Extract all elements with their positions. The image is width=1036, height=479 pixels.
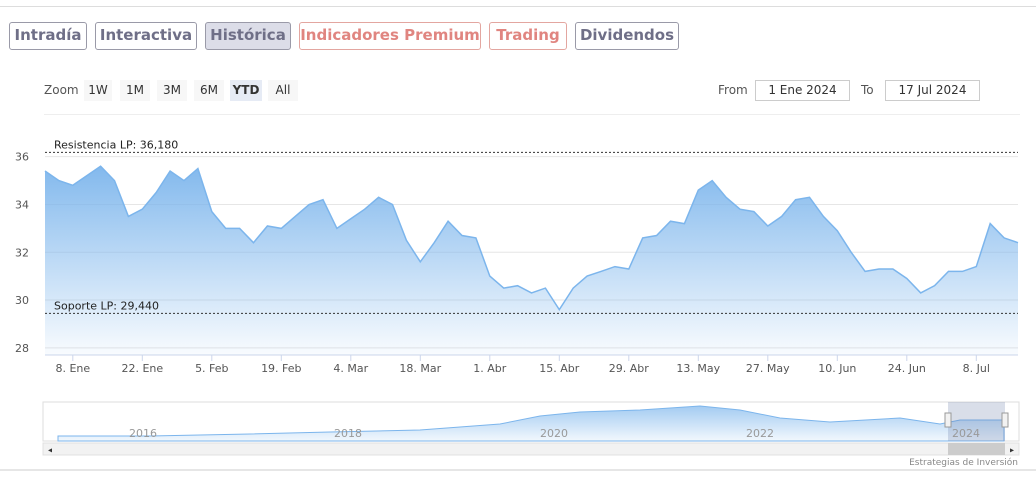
tab[interactable]: Indicadores Premium [299,22,481,50]
zoom-button[interactable]: YTD [230,80,262,101]
navigator-selection[interactable] [948,402,1005,441]
to-label: To [861,83,874,97]
from-input[interactable]: 1 Ene 2024 [755,80,850,101]
navigator-series [57,405,1005,442]
navigator-year: 2020 [540,427,568,440]
scrollbar[interactable] [42,442,1020,456]
x-tick-label: 24. Jun [888,362,926,375]
x-tick-label: 13. May [676,362,720,375]
zoom-button[interactable]: 3M [157,80,187,101]
tab[interactable]: Intradía [9,22,87,50]
scroll-arrow[interactable]: ▸ [1010,446,1014,455]
tab[interactable]: Histórica [205,22,291,50]
x-tick-label: 27. May [746,362,790,375]
header-rule [44,114,1020,115]
x-tick-label: 8. Jul [963,362,990,375]
y-tick-label: 30 [15,294,29,307]
x-tick-label: 19. Feb [261,362,301,375]
area [45,166,1018,355]
zoom-button[interactable]: 1M [120,80,150,101]
x-tick-label: 5. Feb [195,362,228,375]
line [44,165,1019,311]
x-tick-label: 18. Mar [399,362,441,375]
tab[interactable]: Trading [489,22,567,50]
navigator-year: 2016 [129,427,157,440]
zoom-label: Zoom [44,83,79,97]
zoom-button[interactable]: 1W [84,80,112,101]
tab[interactable]: Dividendos [575,22,679,50]
navigator-handle[interactable] [944,412,952,428]
y-tick-label: 32 [15,246,29,259]
scroll-arrow[interactable]: ◂ [48,446,52,455]
from-label: From [718,83,748,97]
x-tick-label: 15. Abr [539,362,579,375]
x-tick-label: 22. Ene [121,362,163,375]
x-tick-label: 8. Ene [55,362,90,375]
scrollbar-thumb[interactable] [948,443,1005,455]
top-rule [0,6,1036,7]
x-tick-label: 4. Mar [333,362,368,375]
x-tick-label: 29. Abr [609,362,649,375]
navigator-year: 2018 [334,427,362,440]
zoom-button[interactable]: 6M [194,80,224,101]
y-tick-label: 28 [15,342,29,355]
tab[interactable]: Interactiva [95,22,197,50]
level-label: Resistencia LP: 36,180 [54,138,178,151]
credits: Estrategias de Inversión [909,457,1018,468]
x-tick-label: 10. Jun [818,362,856,375]
y-tick-label: 34 [15,198,29,211]
to-input[interactable]: 17 Jul 2024 [885,80,980,101]
zoom-button[interactable]: All [268,80,298,101]
navigator-handle[interactable] [1001,412,1009,428]
y-tick-label: 36 [15,151,29,164]
x-tick-label: 1. Abr [473,362,506,375]
navigator-year: 2022 [746,427,774,440]
level-label: Soporte LP: 29,440 [54,299,159,312]
navigator-year: 2024 [952,427,980,440]
